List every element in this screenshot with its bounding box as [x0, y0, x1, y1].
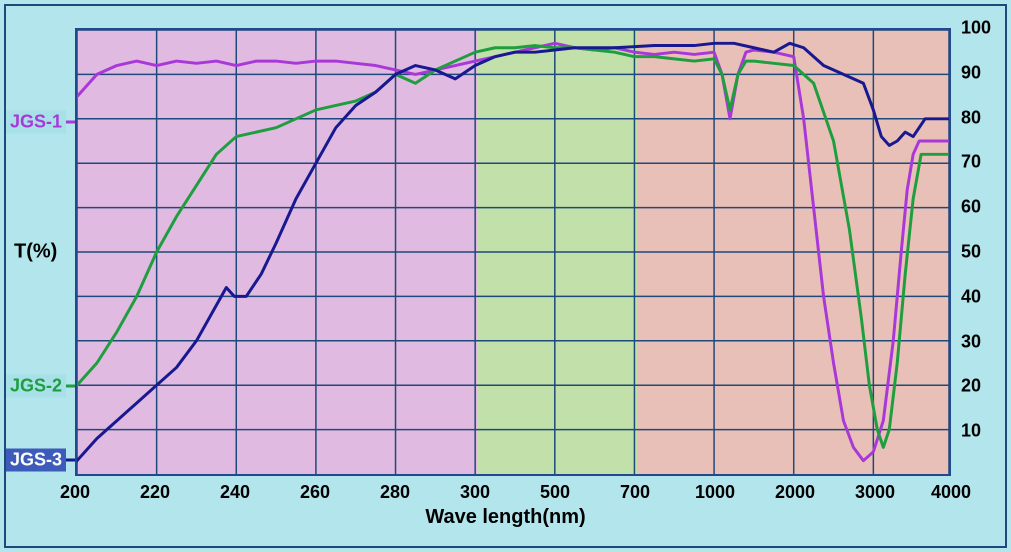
y-tick: 80 [961, 107, 981, 128]
y-tick: 60 [961, 197, 981, 218]
curves [77, 30, 949, 474]
y-tick: 90 [961, 62, 981, 83]
y-tick: 20 [961, 376, 981, 397]
x-tick: 4000 [931, 482, 971, 503]
x-tick: 700 [620, 482, 650, 503]
x-tick: 260 [300, 482, 330, 503]
y-tick: 30 [961, 331, 981, 352]
y-tick: 100 [961, 18, 991, 39]
x-tick: 1000 [695, 482, 735, 503]
y-tick: 70 [961, 152, 981, 173]
x-tick: 280 [380, 482, 410, 503]
x-tick: 2000 [775, 482, 815, 503]
legend-jgs1: JGS-1 [6, 111, 66, 134]
y-tick: 10 [961, 421, 981, 442]
x-tick: 220 [140, 482, 170, 503]
legend-jgs3: JGS-3 [6, 449, 66, 472]
x-tick: 500 [540, 482, 570, 503]
plot-area [75, 28, 951, 476]
y-tick: 50 [961, 242, 981, 263]
x-axis-label: Wave length(nm) [425, 506, 585, 529]
chart-container: Wave length(nm) T(%) 200 220 240 260 280 300 5… [0, 0, 1011, 552]
x-tick: 3000 [855, 482, 895, 503]
x-tick: 300 [460, 482, 490, 503]
series-jgs1 [77, 43, 949, 460]
x-tick: 240 [220, 482, 250, 503]
y-axis-label: T(%) [14, 241, 57, 264]
legend-jgs2: JGS-2 [6, 375, 66, 398]
x-tick: 200 [60, 482, 90, 503]
y-tick: 40 [961, 286, 981, 307]
